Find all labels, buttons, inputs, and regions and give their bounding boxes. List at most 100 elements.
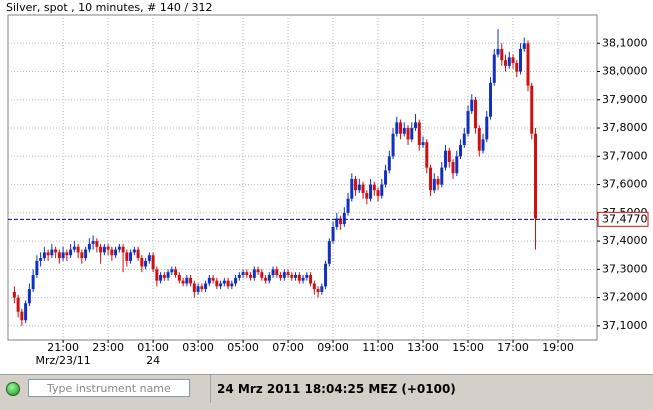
candle-body [301,277,305,281]
candle-body [511,57,515,64]
candle-body [395,122,399,134]
current-price-label: 37,4770 [602,212,648,225]
candle-body [485,116,489,140]
candle-body [507,57,511,66]
candle-body [61,252,65,259]
candle-body [166,272,170,278]
y-tick-label: 37,3000 [602,262,648,275]
candle-body [372,184,376,191]
candle-body [436,178,440,185]
candle-body [380,184,384,196]
candle-body [346,198,350,213]
candle-body [459,145,463,157]
candle-body [256,269,260,273]
candle-body [20,311,24,321]
candle-body [402,128,406,134]
candle-body [515,63,519,72]
status-bar: Type instrument name 24 Mrz 2011 18:04:2… [0,374,653,410]
candle-body [140,258,144,267]
candle-body [114,249,118,256]
candle-body [496,48,500,55]
candle-body [35,260,39,275]
candle-body [57,252,61,259]
candle-body [211,277,215,281]
candle-body [305,275,309,278]
candle-body [335,218,339,227]
candle-body [54,249,58,253]
candle-body [275,269,279,275]
candle-body [312,283,316,290]
x-tick-label: 19:00 [542,341,574,354]
candle-body [526,43,530,86]
candle-body [260,272,264,278]
candle-body [474,99,478,129]
candle-body [155,269,159,281]
candle-body [39,258,43,261]
candle-body [252,269,256,278]
x-tick-label: 09:00 [317,341,349,354]
candle-body [91,241,95,244]
y-tick-label: 38,1000 [602,36,648,49]
candle-body [500,48,504,61]
candle-body [320,286,324,292]
chart: Silver, spot , 10 minutes, # 140 / 312 3… [0,0,653,374]
y-tick-label: 37,9000 [602,93,648,106]
candle-body [46,252,50,256]
candle-body [121,246,125,253]
candle-body [504,60,508,66]
candle-body [357,184,361,191]
candle-body [414,122,418,129]
candle-body [69,249,73,256]
x-tick-label: 23:00 [92,341,124,354]
x-tick-label: 11:00 [362,341,394,354]
candle-body [369,184,373,199]
candle-body [264,277,268,281]
date-label: 24 [146,354,160,367]
candle-body [376,190,380,196]
candle-body [342,212,346,225]
x-tick-label: 13:00 [407,341,439,354]
candle-body [384,170,388,185]
candle-body [324,263,328,287]
candle-body [159,275,163,281]
candle-body [466,111,470,134]
candle-body [462,133,466,145]
candle-body [215,280,219,287]
candle-body [399,122,403,134]
candle-body [391,133,395,157]
x-tick-label: 05:00 [227,341,259,354]
candle-body [267,275,271,281]
candle-body [106,246,110,250]
candle-body [230,283,234,287]
connection-indicator[interactable] [6,382,20,396]
instrument-search[interactable]: Type instrument name [28,379,190,397]
x-tick-label: 01:00 [137,341,169,354]
candle-body [129,252,133,261]
x-tick-label: 07:00 [272,341,304,354]
candle-body [99,246,103,253]
x-tick-label: 21:00 [47,341,79,354]
current-price-box [597,211,649,227]
candle-body [354,178,358,191]
candle-body [361,184,365,194]
candle-body [162,275,166,278]
candle-body [455,156,459,174]
x-tick-label: 17:00 [497,341,529,354]
candle-body [234,277,238,284]
candle-body [492,54,496,83]
plot-frame [7,14,598,341]
candle-body [316,289,320,292]
candle-body [237,275,241,278]
y-tick-label: 37,4000 [602,234,648,247]
y-tick-label: 37,7000 [602,149,648,162]
chart-title: Silver, spot , 10 minutes, # 140 / 312 [6,1,213,14]
candle-body [80,252,84,259]
candle-body [200,286,204,290]
candle-body [219,283,223,287]
candle-body [481,139,485,151]
candle-body [440,167,444,185]
candle-body [519,48,523,72]
candle-body [50,249,54,256]
candle-body [425,142,429,168]
